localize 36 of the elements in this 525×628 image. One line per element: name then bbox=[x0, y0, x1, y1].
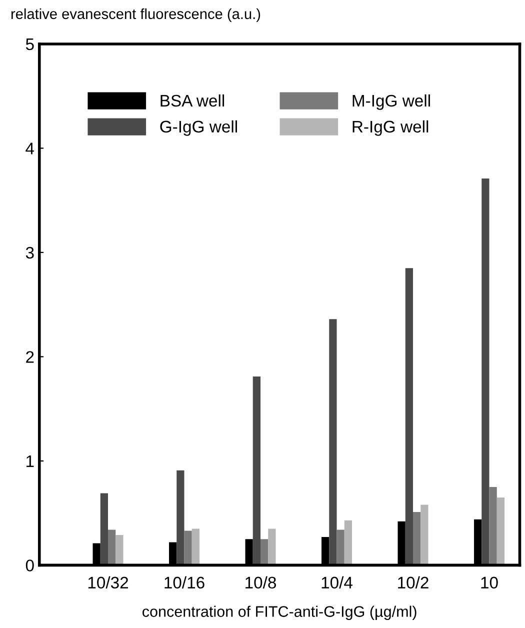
bar bbox=[413, 512, 421, 566]
y-tick-label: 2 bbox=[26, 351, 34, 363]
bar bbox=[116, 534, 124, 566]
x-tick-label: 10/16 bbox=[164, 576, 204, 589]
bar bbox=[344, 520, 352, 566]
y-tick-label: 5 bbox=[26, 38, 34, 50]
bar bbox=[100, 493, 108, 566]
bar bbox=[260, 539, 268, 566]
y-tick-label: 4 bbox=[26, 142, 34, 154]
x-tick-label: 10/8 bbox=[246, 576, 276, 589]
bar bbox=[176, 470, 184, 566]
bar bbox=[336, 530, 344, 566]
bar bbox=[108, 530, 116, 566]
x-tick-label: 10/2 bbox=[398, 576, 428, 589]
bar bbox=[420, 504, 428, 566]
legend-label: BSA well bbox=[160, 94, 224, 107]
bar bbox=[489, 487, 497, 566]
x-tick-label: 10/32 bbox=[88, 576, 128, 589]
bar bbox=[268, 528, 276, 566]
bar bbox=[329, 319, 337, 566]
bar bbox=[184, 530, 192, 566]
legend-label: G-IgG well bbox=[160, 120, 237, 136]
y-tick-label: 3 bbox=[26, 246, 34, 259]
bar bbox=[496, 497, 504, 566]
y-axis-title: relative evanescent fluorescence (a.u.) bbox=[11, 8, 260, 22]
y-tick-label: 1 bbox=[26, 456, 34, 467]
bar bbox=[252, 376, 260, 566]
x-axis-title: concentration of FITC-anti-G-IgG (µg/ml) bbox=[142, 606, 416, 620]
legend-label: R-IgG well bbox=[352, 120, 428, 136]
bar bbox=[482, 178, 490, 566]
x-tick-label: 10 bbox=[481, 576, 498, 589]
y-tick-label: 0 bbox=[26, 560, 34, 572]
bar bbox=[192, 528, 200, 566]
legend-label: M-IgG well bbox=[352, 94, 430, 110]
x-tick-label: 10/4 bbox=[322, 576, 352, 589]
bar bbox=[405, 268, 413, 566]
